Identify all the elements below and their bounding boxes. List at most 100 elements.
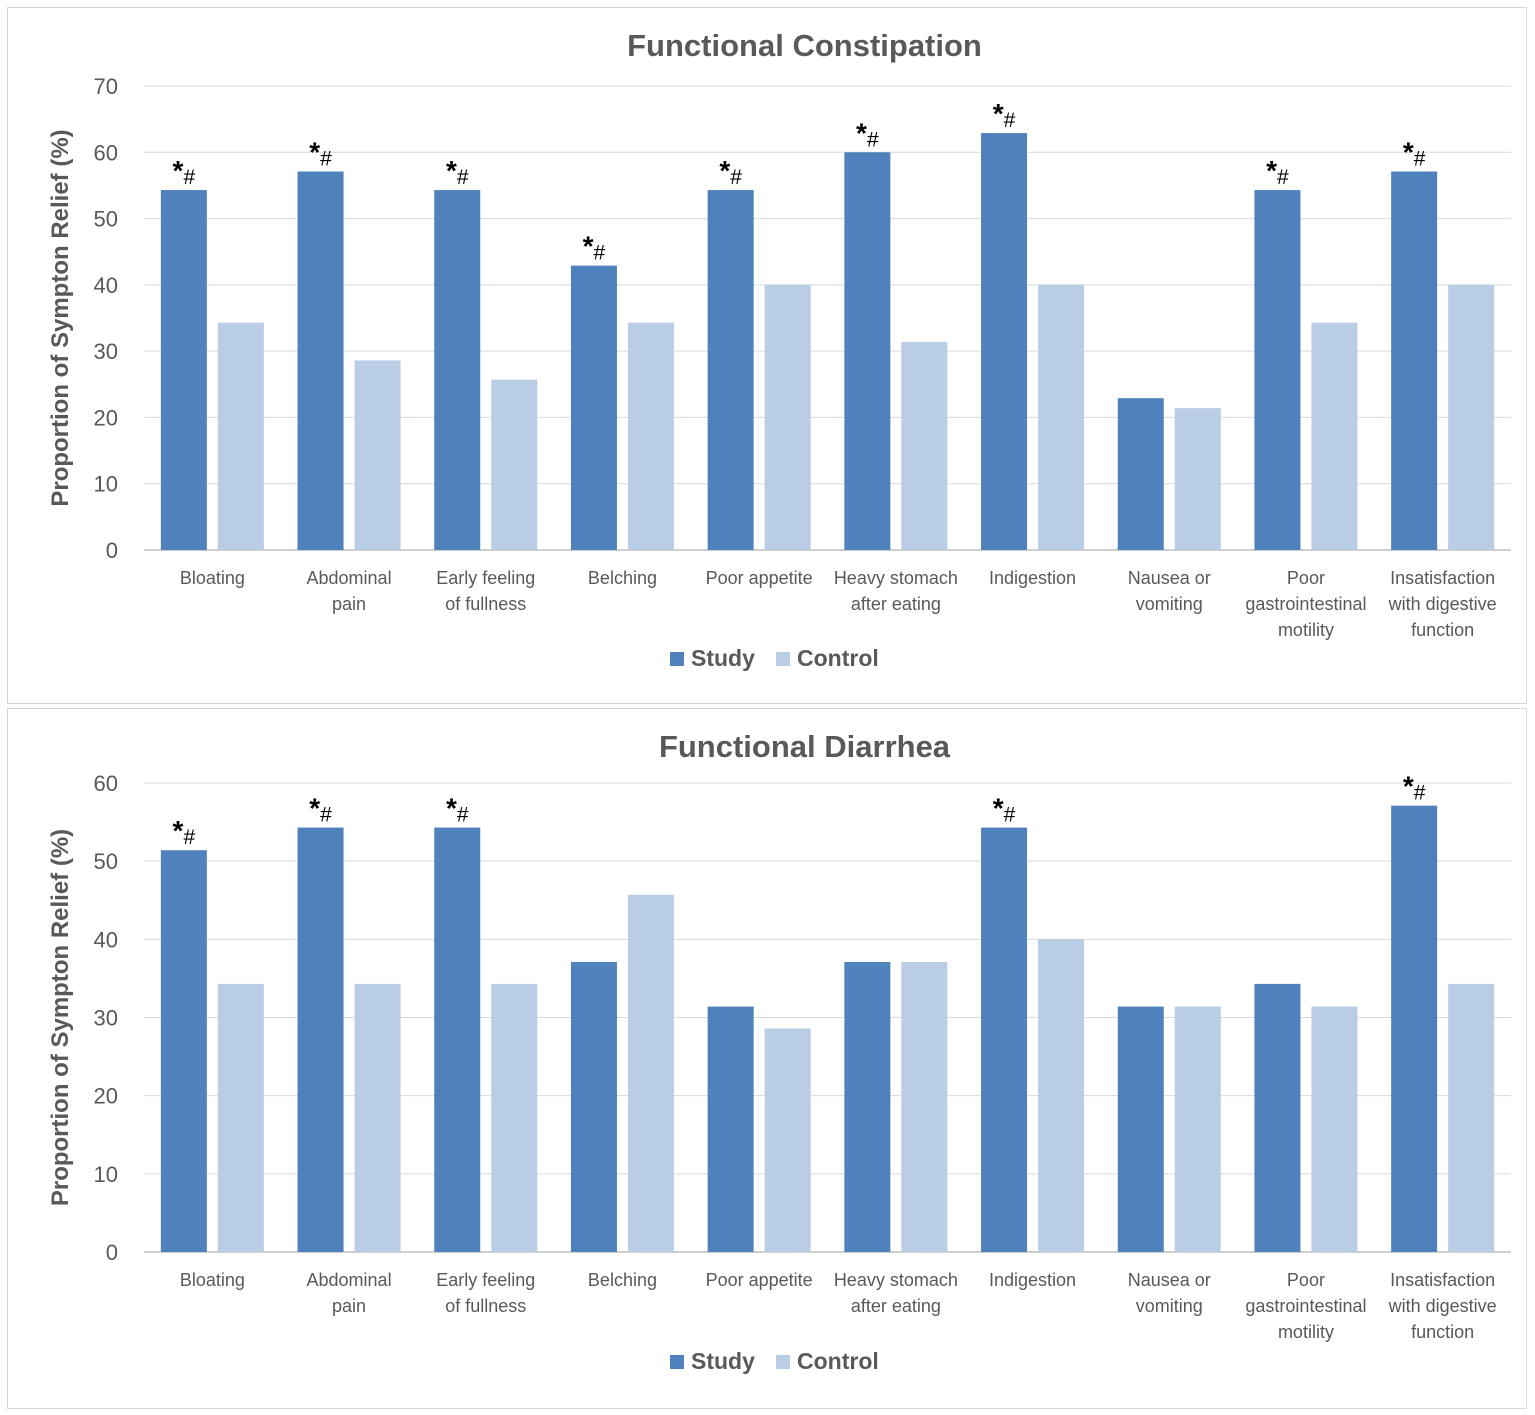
x-tick-label: pain xyxy=(332,594,366,614)
x-tick-label: Bloating xyxy=(180,568,245,588)
bar-study xyxy=(160,850,207,1252)
x-tick-label: Nausea or xyxy=(1128,1270,1211,1290)
y-tick-label: 50 xyxy=(94,207,118,232)
x-tick-label: pain xyxy=(332,1296,366,1316)
bar-study xyxy=(297,827,344,1252)
constipation-chart-panel: Functional Constipation 0 10 20 30 40 50 60 70 Pr… xyxy=(7,7,1527,704)
bar-control xyxy=(354,360,401,550)
bar-control xyxy=(1174,408,1221,550)
significance-mark: *# xyxy=(719,155,742,189)
bar-control xyxy=(1311,322,1358,550)
bar-control xyxy=(354,983,401,1252)
bar-study xyxy=(1391,805,1438,1252)
x-tick-label: of fullness xyxy=(445,594,526,614)
significance-mark: *# xyxy=(1266,155,1289,189)
y-tick-label: 10 xyxy=(94,472,118,497)
significance-mark: *# xyxy=(1403,771,1426,805)
significance-mark: *# xyxy=(173,815,196,849)
bar-control xyxy=(1448,983,1495,1252)
x-tick-label: motility xyxy=(1278,620,1334,640)
significance-mark: *# xyxy=(446,155,469,189)
bar-study xyxy=(1391,171,1438,550)
significance-mark: *# xyxy=(993,98,1016,132)
legend-swatch-study xyxy=(670,652,684,666)
x-tick-label: Poor xyxy=(1287,568,1325,588)
x-tick-label: Insatisfaction xyxy=(1390,1270,1495,1290)
bar-control xyxy=(1311,1006,1358,1252)
x-tick-label: Poor appetite xyxy=(706,1270,813,1290)
x-tick-label: gastrointestinal xyxy=(1245,1296,1366,1316)
bar-study xyxy=(297,171,344,550)
y-tick-label: 40 xyxy=(94,927,118,952)
x-tick-label: with digestive xyxy=(1388,594,1497,614)
diarrhea-chart-panel: Functional Diarrhea 0 10 20 30 40 50 60 Proporti… xyxy=(7,708,1527,1409)
y-tick-label: 30 xyxy=(94,339,118,364)
y-tick-label: 60 xyxy=(94,140,118,165)
significance-mark: *# xyxy=(583,231,606,265)
x-tick-label: Indigestion xyxy=(989,1270,1076,1290)
x-tick-label: Insatisfaction xyxy=(1390,568,1495,588)
bar-study xyxy=(707,1006,754,1252)
x-tick-label: motility xyxy=(1278,1322,1334,1342)
y-axis-label: Proportion of Sympton Relief (%) xyxy=(47,829,74,1206)
x-tick-label: Heavy stomach xyxy=(834,568,958,588)
bar-control xyxy=(901,341,948,550)
bar-study xyxy=(981,827,1028,1252)
x-tick-label: Abdominal xyxy=(307,568,392,588)
x-tick-label: with digestive xyxy=(1388,1296,1497,1316)
x-tick-label: Early feeling xyxy=(436,568,535,588)
chart-title: Functional Constipation xyxy=(627,28,982,63)
bar-control xyxy=(217,983,264,1252)
x-tick-label: Heavy stomach xyxy=(834,1270,958,1290)
x-tick-label: gastrointestinal xyxy=(1245,594,1366,614)
legend-label-study: Study xyxy=(691,645,755,671)
constipation-chart: Functional Constipation 0 10 20 30 40 50 60 70 Pr… xyxy=(47,28,1511,671)
bar-control xyxy=(627,322,674,550)
significance-mark: *# xyxy=(1403,137,1426,171)
bar-study xyxy=(844,152,891,551)
legend-swatch-control xyxy=(776,1355,790,1369)
y-tick-label: 20 xyxy=(94,405,118,430)
x-tick-label: Poor xyxy=(1287,1270,1325,1290)
x-tick-label: after eating xyxy=(851,594,941,614)
bar-control xyxy=(901,962,948,1252)
x-tick-label: Belching xyxy=(588,568,657,588)
bar-control xyxy=(1448,284,1495,550)
chart-title: Functional Diarrhea xyxy=(659,729,951,764)
y-tick-label: 20 xyxy=(94,1084,118,1109)
bar-control xyxy=(1038,939,1085,1252)
y-tick-label: 70 xyxy=(94,74,118,99)
bar-control xyxy=(1174,1006,1221,1252)
bar-control xyxy=(491,983,538,1252)
bar-control xyxy=(764,1028,811,1252)
bar-study xyxy=(434,827,481,1252)
bar-study xyxy=(707,190,754,550)
y-tick-label: 10 xyxy=(94,1162,118,1187)
bar-study xyxy=(160,190,207,550)
bar-study xyxy=(844,962,891,1252)
y-tick-label: 60 xyxy=(94,771,118,796)
legend-swatch-study xyxy=(670,1355,684,1369)
x-tick-label: Abdominal xyxy=(307,1270,392,1290)
x-tick-label: Poor appetite xyxy=(706,568,813,588)
y-axis-label: Proportion of Sympton Relief (%) xyxy=(47,129,74,506)
y-tick-label: 50 xyxy=(94,849,118,874)
y-tick-label: 30 xyxy=(94,1006,118,1031)
x-tick-label: function xyxy=(1411,1322,1474,1342)
legend-label-control: Control xyxy=(797,645,879,671)
x-tick-label: Nausea or xyxy=(1128,568,1211,588)
bar-study xyxy=(570,265,617,550)
significance-mark: *# xyxy=(309,793,332,827)
bar-study xyxy=(570,962,617,1252)
y-tick-label: 0 xyxy=(106,1240,118,1265)
significance-mark: *# xyxy=(446,793,469,827)
x-tick-label: vomiting xyxy=(1136,1296,1203,1316)
bar-study xyxy=(981,133,1028,550)
x-tick-label: Bloating xyxy=(180,1270,245,1290)
legend-label-control: Control xyxy=(797,1348,879,1374)
bar-study xyxy=(1117,398,1164,550)
legend-swatch-control xyxy=(776,652,790,666)
bar-study xyxy=(1254,983,1301,1252)
bar-study xyxy=(1254,190,1301,550)
bar-control xyxy=(491,379,538,550)
